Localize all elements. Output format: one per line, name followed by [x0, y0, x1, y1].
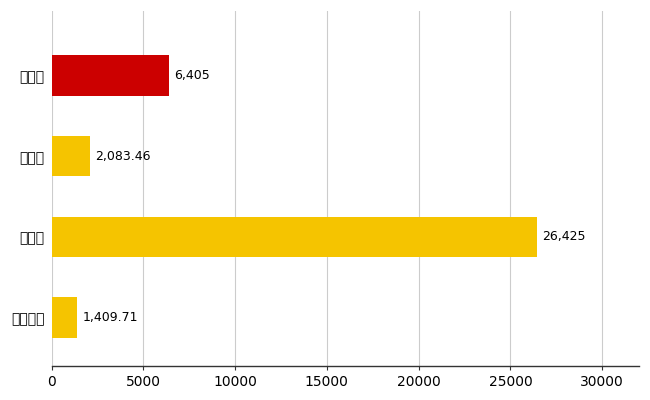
Text: 1,409.71: 1,409.71 [83, 311, 138, 324]
Text: 26,425: 26,425 [542, 230, 586, 243]
Text: 2,083.46: 2,083.46 [96, 150, 151, 163]
Bar [51, 56, 169, 96]
Bar [51, 217, 536, 257]
Bar [51, 136, 90, 176]
Text: 6,405: 6,405 [175, 69, 211, 82]
Bar [51, 297, 77, 338]
